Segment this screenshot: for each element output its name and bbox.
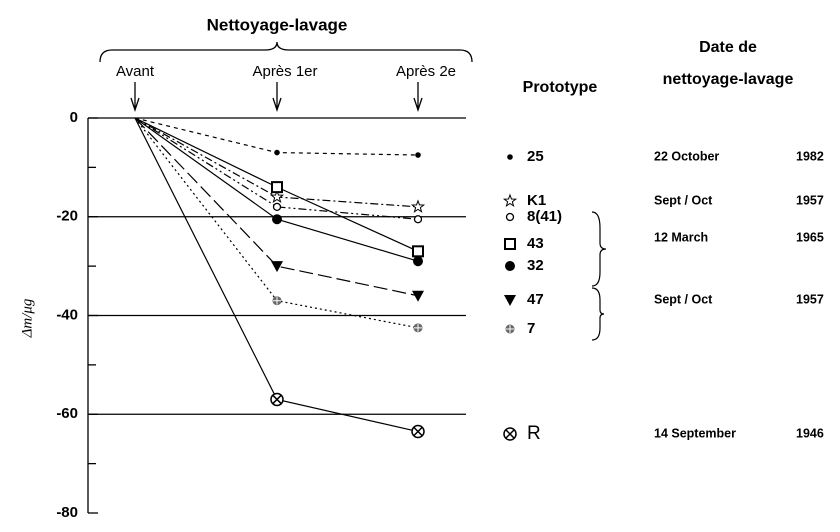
marker-part <box>505 212 515 222</box>
date-year: 1957 <box>796 292 824 306</box>
x-tick-label: Après 2e <box>396 63 456 80</box>
legend-marker <box>504 295 516 306</box>
marker-part <box>505 261 515 271</box>
date-year: 1982 <box>796 149 824 163</box>
marker-part <box>272 394 282 404</box>
legend-title: Prototype <box>523 79 598 96</box>
legend-marker <box>507 154 513 160</box>
marker-part <box>413 256 423 267</box>
marker-part <box>414 323 422 332</box>
date-year: 1965 <box>796 230 824 244</box>
marker <box>272 296 282 306</box>
marker-part <box>412 245 424 258</box>
legend-label: 7 <box>527 320 535 337</box>
category-arrow <box>130 82 140 113</box>
legend-marker <box>502 193 518 208</box>
marker-part <box>272 214 282 225</box>
marker-part <box>415 152 421 158</box>
date-year: 1946 <box>796 426 824 440</box>
legend-label: 32 <box>527 257 544 274</box>
marker <box>274 149 280 156</box>
marker-part <box>412 290 424 302</box>
marker-part <box>269 189 285 204</box>
marker-part <box>504 295 516 306</box>
series-line <box>134 117 419 297</box>
x-tick-label: Avant <box>116 63 155 80</box>
date-year: 1957 <box>796 193 824 207</box>
marker <box>413 215 423 224</box>
marker-part <box>504 238 516 250</box>
legend-brace <box>591 287 605 341</box>
y-tick-label: 0 <box>70 109 78 126</box>
marker-part <box>413 215 423 224</box>
legend-marker <box>505 261 515 271</box>
category-arrow <box>272 82 282 113</box>
marker <box>413 323 423 333</box>
legend-label: 43 <box>527 235 544 252</box>
legend-label: 8(41) <box>527 208 562 225</box>
marker-part <box>274 149 280 156</box>
marker <box>271 261 283 273</box>
date-label: 12 March <box>654 230 708 244</box>
marker-part <box>271 181 283 194</box>
legend-marker <box>505 212 515 222</box>
marker <box>411 424 425 439</box>
date-title: nettoyage-lavage <box>663 71 794 88</box>
y-axis-label: Δm/μg <box>19 298 35 338</box>
legend-marker <box>503 427 517 441</box>
date-label: 22 October <box>654 149 719 163</box>
marker <box>412 290 424 302</box>
x-tick-label: Après 1er <box>252 63 317 80</box>
marker <box>271 181 283 194</box>
marker-part <box>413 427 423 437</box>
legend-label: 25 <box>527 148 544 165</box>
date-label: 14 September <box>654 426 736 440</box>
legend-label: K1 <box>527 192 546 209</box>
y-tick-label: -80 <box>56 504 78 521</box>
series-line <box>134 117 419 433</box>
chart-title: Nettoyage-lavage <box>207 15 348 34</box>
y-tick-label: -20 <box>56 208 78 225</box>
marker <box>410 199 426 213</box>
marker <box>272 214 282 225</box>
marker <box>269 189 285 204</box>
marker-part <box>272 202 282 212</box>
series-line <box>134 117 419 156</box>
title-brace <box>99 41 473 63</box>
marker <box>272 202 282 212</box>
legend-brace <box>591 211 607 287</box>
y-tick-label: -60 <box>56 405 78 422</box>
marker <box>413 256 423 267</box>
marker-part <box>506 325 514 333</box>
category-arrow <box>413 82 423 113</box>
date-label: Sept / Oct <box>654 292 713 306</box>
marker-part <box>271 261 283 273</box>
marker-part <box>410 199 426 213</box>
marker-part <box>505 429 515 439</box>
legend-label: R <box>527 423 541 444</box>
marker <box>415 152 421 158</box>
marker-part <box>502 193 518 208</box>
legend-marker <box>504 238 516 250</box>
marker <box>270 392 284 407</box>
legend-label: 47 <box>527 291 544 308</box>
date-title: Date de <box>699 39 757 56</box>
date-label: Sept / Oct <box>654 193 713 207</box>
marker <box>412 245 424 258</box>
marker-part <box>507 154 513 160</box>
y-tick-label: -40 <box>56 306 78 323</box>
marker-part <box>273 296 281 305</box>
legend-marker <box>505 324 515 334</box>
